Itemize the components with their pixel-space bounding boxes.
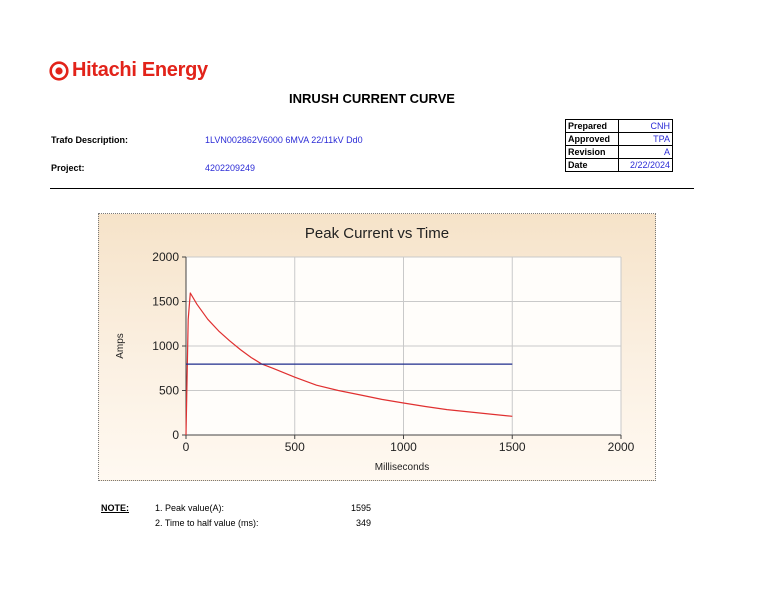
- x-axis-label: Milliseconds: [375, 462, 429, 473]
- x-tick-label: 1500: [499, 440, 526, 454]
- project-label: Project:: [51, 163, 85, 173]
- approval-key: Revision: [565, 145, 619, 159]
- approval-row-date: Date 2/22/2024: [565, 158, 673, 172]
- trafo-description-label: Trafo Description:: [51, 135, 129, 145]
- chart-axes: 0 500 1000 1500 2000 0 500 1000 1500 2000: [152, 250, 634, 454]
- y-tick-label: 500: [159, 384, 179, 398]
- x-tick-label: 1000: [390, 440, 417, 454]
- x-tick-label: 0: [183, 440, 190, 454]
- approval-key: Approved: [565, 132, 619, 146]
- approval-row-revision: Revision A: [565, 145, 673, 159]
- brand-name: Hitachi Energy: [72, 59, 208, 81]
- x-tick-label: 500: [285, 440, 305, 454]
- approval-row-prepared: Prepared CNH: [565, 119, 673, 133]
- inrush-current-line: [185, 292, 513, 436]
- approval-key: Prepared: [565, 119, 619, 133]
- approval-key: Date: [565, 158, 619, 172]
- approval-value: 2/22/2024: [618, 158, 673, 172]
- y-tick-label: 1000: [152, 339, 179, 353]
- trafo-description-value: 1LVN002862V6000 6MVA 22/11kV Dd0: [205, 135, 363, 145]
- approval-value: CNH: [618, 119, 673, 133]
- inrush-chart: Peak Current vs Time 0 500 1000 1500 2000 0 50…: [115, 225, 635, 473]
- project-value: 4202209249: [205, 163, 256, 173]
- approval-row-approved: Approved TPA: [565, 132, 673, 146]
- x-tick-label: 2000: [608, 440, 635, 454]
- y-axis-label: Amps: [115, 333, 126, 359]
- note-item-label: 2. Time to half value (ms):: [155, 518, 259, 528]
- note-item-label: 1. Peak value(A):: [155, 503, 225, 513]
- approval-value: TPA: [618, 132, 673, 146]
- chart-grid: [185, 256, 622, 436]
- header-divider: [50, 188, 694, 189]
- y-tick-label: 1500: [152, 295, 179, 309]
- chart-title: Peak Current vs Time: [305, 225, 449, 242]
- approval-table: Prepared CNH Approved TPA Revision A Dat…: [565, 119, 673, 172]
- document-title: INRUSH CURRENT CURVE: [289, 91, 455, 106]
- y-tick-label: 0: [172, 428, 179, 442]
- note-heading: NOTE:: [101, 503, 129, 513]
- y-tick-label: 2000: [152, 250, 179, 264]
- note-item-value: 349: [355, 518, 371, 528]
- hitachi-ring-logo-icon: [49, 60, 69, 81]
- approval-value: A: [618, 145, 673, 159]
- chart-series: [185, 292, 513, 436]
- note-item-value: 1595: [350, 503, 371, 513]
- chart-panel: Peak Current vs Time 0 500 1000 1500 2000 0 50…: [98, 213, 656, 481]
- brand-logo: Hitachi Energy: [49, 59, 208, 82]
